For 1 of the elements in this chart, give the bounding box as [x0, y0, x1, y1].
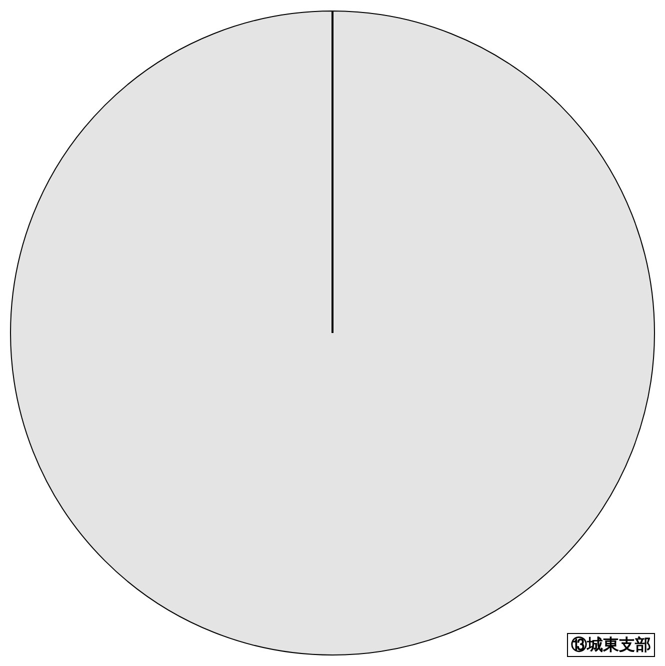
slice-label: ⑬城東支部	[571, 635, 651, 654]
